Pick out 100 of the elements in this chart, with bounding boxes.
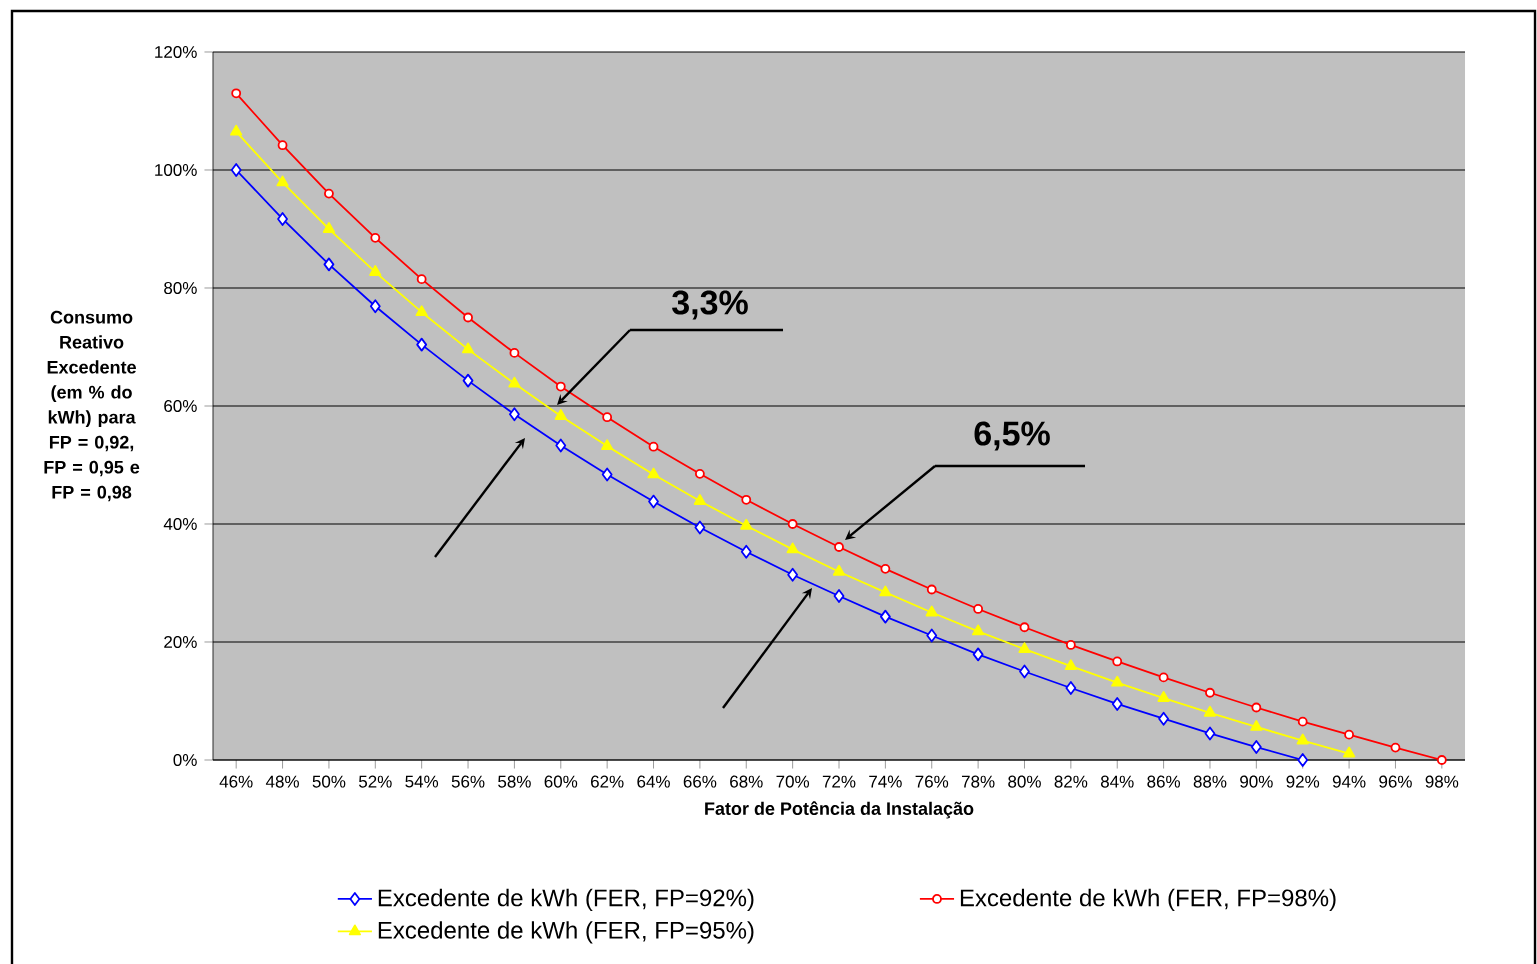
x-tick-label: 68% xyxy=(730,775,763,788)
point xyxy=(509,407,520,422)
x-tick-label: 90% xyxy=(1240,775,1273,788)
point xyxy=(1342,746,1356,758)
x-tick-label: 60% xyxy=(544,775,578,788)
point xyxy=(1019,622,1030,633)
point xyxy=(1205,687,1215,698)
point xyxy=(509,348,520,358)
point xyxy=(787,519,798,529)
point xyxy=(693,494,706,505)
legend-label: Excedente de kWh (FER, FP=98%) xyxy=(960,888,1336,912)
point xyxy=(1204,726,1216,741)
x-tick-label: 82% xyxy=(1054,775,1088,788)
x-tick-label: 46% xyxy=(219,775,253,788)
point xyxy=(972,624,985,636)
x-tick-label: 64% xyxy=(637,775,670,788)
annotation: 6,5% xyxy=(974,421,1050,451)
point xyxy=(1112,656,1123,667)
point xyxy=(973,604,984,614)
point xyxy=(834,542,844,552)
point xyxy=(1111,675,1124,687)
y-tick-label: 40% xyxy=(163,518,197,531)
point xyxy=(926,584,937,595)
x-axis-title: Fator de Potência da Instalação xyxy=(705,801,974,819)
point xyxy=(880,563,891,574)
point xyxy=(463,312,473,323)
point xyxy=(277,212,288,226)
x-tick-label: 52% xyxy=(358,775,392,788)
point xyxy=(601,467,613,482)
x-tick-label: 80% xyxy=(1008,775,1041,788)
point xyxy=(1018,642,1031,653)
legend-label: Excedente de kWh (FER, FP=92%) xyxy=(378,888,754,912)
point xyxy=(1065,681,1077,695)
point xyxy=(879,585,892,597)
x-tick-label: 88% xyxy=(1193,775,1227,788)
point xyxy=(1158,711,1169,726)
point xyxy=(276,175,289,187)
x-tick-label: 92% xyxy=(1286,775,1320,788)
point xyxy=(787,567,799,582)
x-tick-label: 70% xyxy=(776,775,810,788)
point xyxy=(1297,753,1309,767)
point xyxy=(1203,705,1217,717)
x-tick-label: 56% xyxy=(451,775,485,788)
x-tick-label: 94% xyxy=(1332,775,1366,788)
point xyxy=(462,373,474,388)
point xyxy=(554,409,567,420)
y-tick-label: 0% xyxy=(173,754,197,767)
point xyxy=(555,438,567,453)
point xyxy=(508,376,521,388)
point xyxy=(694,520,706,535)
point xyxy=(879,609,891,624)
point xyxy=(740,518,753,530)
x-tick-label: 76% xyxy=(915,775,949,788)
point xyxy=(925,605,938,617)
point xyxy=(230,124,243,136)
point xyxy=(1158,672,1169,683)
point xyxy=(323,257,335,272)
point xyxy=(369,299,381,314)
annotation: 3,3% xyxy=(672,290,748,320)
point xyxy=(1064,659,1077,671)
point xyxy=(415,305,428,317)
point xyxy=(1250,720,1263,731)
x-tick-label: 48% xyxy=(265,775,299,788)
point xyxy=(369,265,382,276)
point xyxy=(1251,702,1262,713)
x-tick-label: 84% xyxy=(1100,775,1134,788)
point xyxy=(648,441,659,452)
point xyxy=(416,274,427,285)
x-tick-label: 54% xyxy=(405,775,439,788)
x-tick-label: 50% xyxy=(312,775,346,788)
point xyxy=(1111,697,1123,711)
point xyxy=(1390,742,1401,753)
y-tick-label: 120% xyxy=(155,45,197,58)
point xyxy=(231,88,242,99)
point xyxy=(1296,733,1309,745)
y-tick-label: 20% xyxy=(164,636,197,649)
y-tick-label: 80% xyxy=(164,281,197,295)
point xyxy=(648,494,659,509)
point xyxy=(461,342,475,354)
point xyxy=(695,468,705,479)
point xyxy=(277,140,288,151)
point xyxy=(740,544,752,559)
point xyxy=(741,494,752,505)
point xyxy=(601,439,614,451)
point xyxy=(972,647,984,662)
x-tick-label: 98% xyxy=(1425,775,1459,788)
point xyxy=(230,163,242,177)
x-tick-label: 74% xyxy=(869,775,902,788)
point xyxy=(832,564,846,576)
point xyxy=(1344,729,1354,740)
x-tick-label: 86% xyxy=(1147,775,1181,788)
point xyxy=(926,628,938,643)
y-axis-title: Consumo Reativo Excedente (em % do kWh) para FP = 0,92, FP = 0,95 e FP = 0,98 xyxy=(44,310,140,502)
point xyxy=(1436,755,1447,765)
point xyxy=(786,542,799,554)
x-tick-label: 58% xyxy=(498,775,531,788)
point xyxy=(602,412,613,423)
x-tick-label: 96% xyxy=(1379,775,1412,788)
point xyxy=(1065,640,1076,650)
point xyxy=(416,337,428,352)
